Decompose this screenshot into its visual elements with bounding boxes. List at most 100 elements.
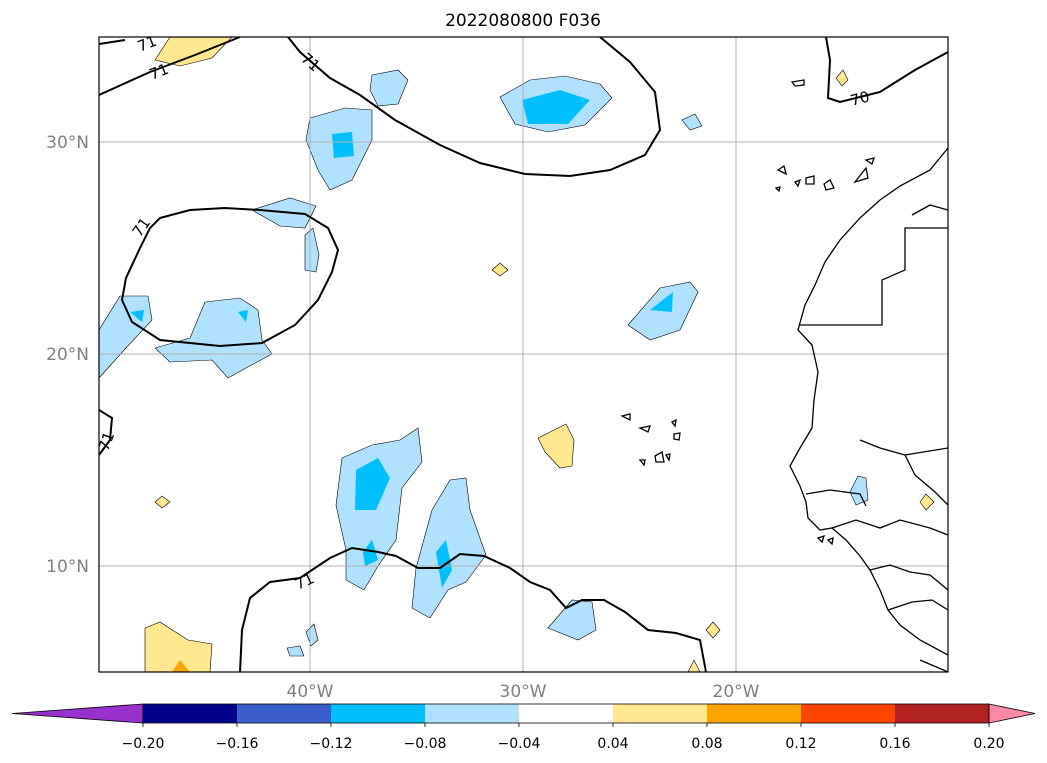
lat-label-30n: 30°N — [46, 133, 89, 153]
contour-71-south — [239, 546, 707, 672]
colorbar-tick-label: −0.20 — [122, 736, 165, 752]
map-frame — [98, 36, 949, 673]
map-area: 71 71 71 71 71 71 70 — [95, 37, 948, 672]
longitude-labels: 40°W 30°W 20°W — [287, 682, 760, 702]
cape-verde-6 — [654, 450, 665, 463]
patch-tiny-1 — [681, 113, 703, 131]
africa-coast — [789, 147, 948, 656]
colorbar-box — [801, 704, 895, 723]
patch-yellow-north — [154, 37, 233, 67]
contour-71-topleft — [99, 39, 126, 45]
canary-4 — [823, 179, 835, 191]
patch-narrow-vert — [304, 227, 320, 273]
border-mauritania-mali — [859, 439, 948, 456]
canary-1 — [776, 164, 787, 176]
border-guinea — [831, 519, 948, 536]
colorbar-tick-label: −0.08 — [404, 736, 447, 752]
colorbar-tick-label: 0.20 — [973, 736, 1004, 752]
canary-3 — [805, 175, 815, 185]
colorbar-box — [613, 704, 707, 723]
canary-2 — [793, 178, 802, 188]
colorbar-box — [519, 704, 613, 723]
patch-west-big — [154, 297, 273, 379]
contour-label-70a: 70 — [848, 88, 871, 110]
patch-south-center — [411, 477, 487, 619]
core-west-edge — [130, 310, 144, 322]
border-morocco — [911, 204, 948, 216]
colorbar-tick-label: −0.16 — [216, 736, 259, 752]
core-central-east — [650, 292, 673, 312]
border-sierra — [869, 564, 948, 591]
contour-label-71b: 71 — [147, 60, 171, 84]
patch-north-small — [369, 69, 409, 107]
patch-south-small — [547, 599, 597, 641]
contour-71-west — [99, 409, 114, 456]
contour-70 — [825, 37, 948, 104]
cape-verde-4 — [673, 432, 681, 441]
colorbar-outline — [142, 703, 990, 724]
colorbar-tick-label: 0.04 — [597, 736, 628, 752]
figure-title: 2022080800 F036 — [445, 11, 601, 31]
core-nw — [332, 132, 354, 158]
colorbar-extend-low — [11, 703, 144, 724]
height-contours — [99, 37, 948, 672]
core-west-big — [238, 310, 248, 322]
western-sahara-border — [800, 227, 948, 326]
border-liberia — [887, 599, 948, 611]
gulf-coast — [919, 659, 948, 672]
colorbar-box — [237, 704, 331, 723]
patch-yellow-dot-3 — [154, 495, 171, 509]
colorbar-tick-label: 0.16 — [879, 736, 910, 752]
colorbar-tick-label: −0.04 — [498, 736, 541, 752]
cape-verde-2 — [638, 425, 651, 433]
patch-yellow-sw — [144, 621, 213, 672]
canary-5 — [853, 166, 869, 184]
colorbar-box — [331, 704, 425, 723]
madeira — [790, 79, 805, 87]
colorbar-box — [143, 704, 237, 723]
colorbar-tick-label: 0.08 — [691, 736, 722, 752]
patch-africa — [849, 475, 869, 506]
lat-label-20n: 20°N — [46, 345, 89, 365]
canary-6 — [864, 157, 875, 166]
colorbar-box — [707, 704, 801, 723]
colorbar: −0.20 −0.16 −0.12 −0.08 −0.04 0.04 0.08 0.12 0.1… — [11, 703, 1036, 752]
patch-yellow-dot-2 — [705, 621, 721, 639]
contour-71-loop — [120, 206, 340, 348]
positive-anomaly-patches — [144, 37, 935, 672]
colorbar-extend-high — [988, 703, 1036, 724]
cape-verde-5 — [638, 459, 646, 467]
colorbar-tick-label: 0.12 — [785, 736, 816, 752]
patch-yellow-dot-1 — [491, 262, 509, 277]
lon-label-20w: 20°W — [713, 682, 760, 702]
coastlines — [620, 79, 948, 672]
contour-label-71e: 71 — [95, 429, 118, 453]
latitude-labels: 30°N 20°N 10°N — [46, 133, 89, 577]
cape-verde-1 — [620, 413, 631, 422]
patch-yellow-dot-4 — [835, 69, 849, 87]
cape-verde-3 — [671, 418, 677, 428]
patch-yellow-center — [537, 423, 575, 469]
core-north-center — [522, 90, 590, 124]
border-mali-e — [904, 454, 948, 506]
strong-negative-cores — [130, 90, 673, 588]
bissagos-1 — [816, 534, 826, 544]
patch-tiny-2 — [305, 623, 319, 647]
cape-verde-7 — [664, 453, 671, 462]
contour-71-nw — [99, 37, 241, 96]
border-senegal — [805, 489, 867, 507]
contour-71-north — [287, 37, 662, 178]
colorbar-tick-label: −0.12 — [310, 736, 353, 752]
patch-orange-sw — [172, 660, 190, 672]
colorbar-box — [425, 704, 519, 723]
lon-label-30w: 30°W — [500, 682, 547, 702]
bissagos-2 — [826, 536, 834, 546]
gridlines — [99, 37, 948, 672]
core-southwest-2 — [363, 540, 378, 566]
core-southwest — [355, 458, 390, 510]
patch-yellow-dot-6 — [687, 659, 701, 672]
patch-yellow-dot-5 — [919, 493, 935, 511]
lat-label-10n: 10°N — [46, 557, 89, 577]
canary-7 — [774, 186, 781, 193]
